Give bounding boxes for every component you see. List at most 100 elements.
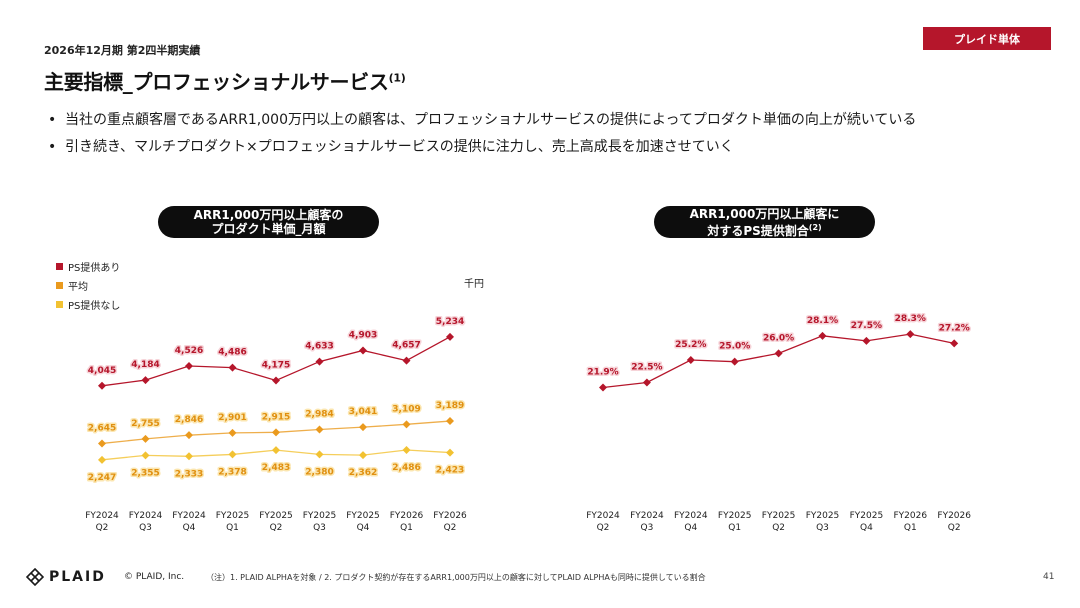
unit-price-series-2-label-6: 2,362	[349, 468, 377, 478]
legend-item-average: 平均	[56, 276, 120, 295]
page-number: 41	[1043, 572, 1055, 582]
copyright: © PLAID, Inc.	[124, 572, 185, 582]
unit-price-series-1-label-3: 2,901	[218, 413, 246, 423]
unit-price-series-1-label-0: 2,645	[88, 423, 116, 433]
unit-price-xlabel-5-year: FY2025	[303, 511, 337, 521]
right-chart-title: ARR1,000万円以上顧客に 対するPS提供割合(2)	[654, 206, 875, 238]
legend-swatch-ps-provided	[56, 263, 63, 270]
ps-ratio-xlabel-8-year: FY2026	[937, 511, 971, 521]
unit-price-xlabel-4-year: FY2025	[259, 511, 293, 521]
page-title-text: 主要指標_プロフェッショナルサービス	[44, 70, 389, 94]
unit-price-series-1-point-6	[359, 423, 367, 432]
unit-price-xlabel-2-year: FY2024	[172, 511, 206, 521]
ps-ratio-series-0-label-5: 28.1%	[807, 316, 838, 326]
unit-price-xlabel-7-year: FY2026	[390, 511, 424, 521]
unit-price-series-1-label-6: 3,041	[349, 407, 377, 417]
ps-ratio-xlabel-8-quarter: Q2	[948, 523, 961, 533]
footer-logo: PLAID	[26, 568, 106, 586]
ps-ratio-xlabel-2-quarter: Q4	[684, 523, 697, 533]
unit-price-series-0-label-0: 4,045	[88, 366, 116, 376]
right-chart-title-line1: ARR1,000万円以上顧客に	[689, 206, 840, 221]
legend-item-ps-not-provided: PS提供なし	[56, 295, 120, 314]
unit-price-series-0-label-8: 5,234	[436, 317, 464, 327]
ps-ratio-series-0-label-1: 22.5%	[631, 363, 662, 373]
right-chart-title-text: 対するPS提供割合	[707, 223, 809, 238]
unit-price-series-1-label-5: 2,984	[305, 409, 333, 419]
ps-ratio-xlabel-7-quarter: Q1	[904, 523, 917, 533]
unit-price-series-2-point-0	[98, 455, 106, 464]
ps-ratio-xlabel-6-year: FY2025	[850, 511, 884, 521]
unit-price-series-0-label-3: 4,486	[218, 348, 246, 358]
ps-ratio-xlabel-0-quarter: Q2	[597, 523, 610, 533]
unit-price-series-0-label-2: 4,526	[175, 346, 203, 356]
unit-price-xlabel-5-quarter: Q3	[313, 523, 326, 533]
unit-price-series-0-point-6	[359, 346, 367, 355]
unit-price-series-0-point-4	[272, 376, 280, 385]
unit-price-xlabel-0-year: FY2024	[85, 511, 119, 521]
unit-price-series-1-label-1: 2,755	[131, 419, 159, 429]
left-chart-legend: PS提供あり 平均 PS提供なし	[56, 257, 120, 314]
ps-ratio-series-0-point-3	[730, 357, 739, 366]
unit-price-xlabel-7-quarter: Q1	[400, 523, 413, 533]
ps-ratio-series-0-point-2	[686, 356, 695, 364]
ps-ratio-xlabel-3-year: FY2025	[718, 511, 752, 521]
unit-price-xlabel-3-year: FY2025	[216, 511, 250, 521]
unit-price-series-0-label-4: 4,175	[262, 360, 290, 370]
ps-ratio-xlabel-3-quarter: Q1	[728, 523, 741, 533]
legend-label-ps-provided: PS提供あり	[68, 263, 121, 274]
footnote: （注）1. PLAID ALPHAを対象 / 2. プロダクト契約が存在するAR…	[206, 573, 706, 582]
legend-label-average: 平均	[68, 282, 88, 293]
ps-ratio-xlabel-4-quarter: Q2	[772, 523, 785, 533]
unit-price-series-2-label-2: 2,333	[175, 469, 203, 479]
unit-price-series-2-label-4: 2,483	[262, 463, 290, 473]
left-chart-title-line1: ARR1,000万円以上顧客の	[193, 208, 344, 222]
unit-price-series-2-label-0: 2,247	[88, 473, 116, 483]
left-chart-title: ARR1,000万円以上顧客の プロダクト単価_月額	[158, 206, 379, 238]
unit-price-series-1-point-7	[402, 420, 411, 429]
ps-ratio-series-0-point-7	[906, 330, 915, 339]
ps-ratio-series-0-point-6	[862, 336, 871, 345]
ps-ratio-xlabel-7-year: FY2026	[894, 511, 928, 521]
unit-price-series-1-label-7: 3,109	[392, 404, 420, 414]
ps-ratio-series-0-label-7: 28.3%	[895, 314, 926, 324]
unit-price-series-2-point-6	[359, 451, 367, 460]
scope-badge: プレイド単体	[923, 27, 1051, 50]
unit-price-series-2-label-8: 2,423	[436, 466, 464, 476]
ps-ratio-series-0-label-8: 27.2%	[939, 323, 970, 333]
unit-price-series-0-point-5	[315, 357, 324, 366]
unit-price-series-1-label-8: 3,189	[436, 401, 464, 411]
unit-price-series-2-point-4	[272, 446, 280, 455]
legend-item-ps-provided: PS提供あり	[56, 257, 120, 276]
unit-price-series-0-label-7: 4,657	[392, 341, 420, 351]
ps-ratio-series-0-point-8	[950, 339, 959, 348]
unit-price-xlabel-2-quarter: Q4	[183, 523, 196, 533]
ps-ratio-series-0-label-2: 25.2%	[675, 340, 706, 350]
logo-wordmark: PLAID	[49, 569, 106, 585]
unit-price-series-0-point-7	[402, 356, 411, 365]
ps-ratio-xlabel-5-year: FY2025	[806, 511, 840, 521]
unit-price-series-2-point-2	[185, 452, 193, 461]
page-title: 主要指標_プロフェッショナルサービス(1)	[44, 66, 406, 95]
summary-bullet-1: 当社の重点顧客層であるARR1,000万円以上の顧客は、プロフェッショナルサービ…	[48, 110, 916, 137]
fiscal-period: 2026年12月期 第2四半期実績	[44, 44, 201, 57]
unit-price-series-1-point-8	[446, 417, 454, 426]
ps-ratio-xlabel-2-year: FY2024	[674, 511, 708, 521]
unit-price-series-0-label-1: 4,184	[131, 360, 159, 370]
unit-price-series-2-label-1: 2,355	[131, 468, 159, 478]
unit-price-series-2-point-8	[446, 448, 454, 457]
right-chart-footnote-marker: (2)	[808, 222, 822, 232]
ps-ratio-series-0-point-1	[642, 378, 651, 387]
unit-price-xlabel-8-year: FY2026	[433, 511, 467, 521]
legend-label-ps-not-provided: PS提供なし	[68, 301, 121, 312]
unit-price-xlabel-6-quarter: Q4	[357, 523, 370, 533]
unit-price-series-1-point-5	[315, 425, 324, 434]
legend-swatch-ps-not-provided	[56, 301, 63, 308]
ps-ratio-xlabel-1-year: FY2024	[630, 511, 664, 521]
ps-ratio-series-0-point-0	[599, 383, 607, 392]
unit-price-series-1-point-3	[228, 428, 237, 437]
ps-ratio-series-0-point-4	[774, 349, 783, 358]
right-chart-title-line2: 対するPS提供割合(2)	[654, 221, 875, 238]
ps-ratio-xlabel-0-year: FY2024	[586, 511, 620, 521]
ps-ratio-series-0-point-5	[818, 331, 827, 340]
